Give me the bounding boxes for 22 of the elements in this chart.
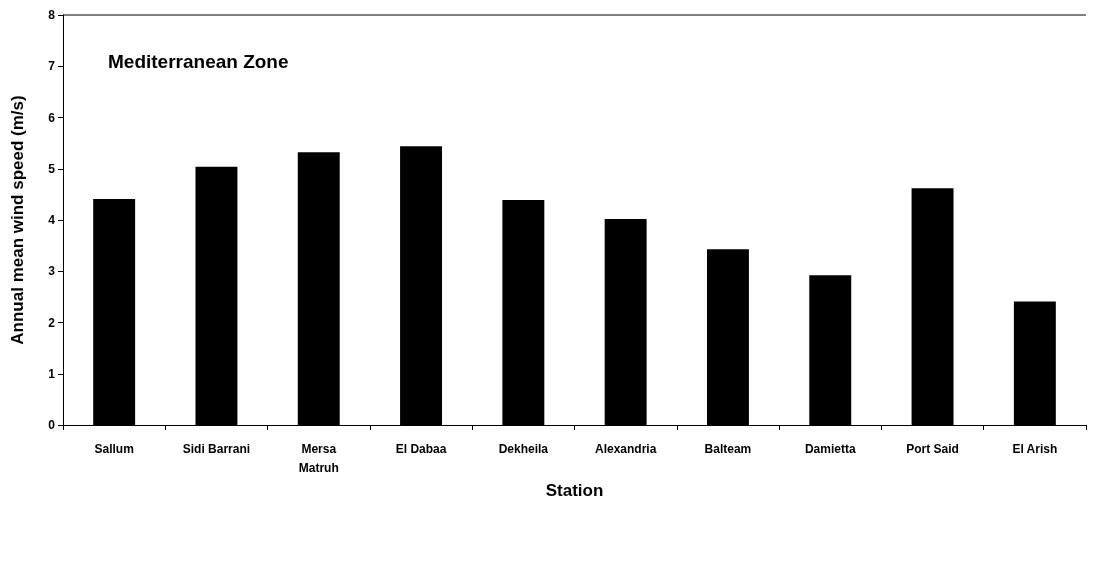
y-tick-label: 3 bbox=[48, 264, 56, 279]
x-axis-title: Station bbox=[545, 480, 604, 500]
y-tick-label: 0 bbox=[48, 418, 56, 432]
y-tick-label: 1 bbox=[48, 366, 56, 381]
y-tick-label: 4 bbox=[48, 213, 56, 227]
x-tick-label: El Dabaa bbox=[395, 441, 447, 456]
y-axis-title: Annual mean wind speed (m/s) bbox=[8, 95, 27, 345]
annotation: Mediterranean Zone bbox=[108, 51, 289, 72]
x-tick-label: Mersa Matruh bbox=[298, 441, 339, 475]
y-tick-label: 8 bbox=[48, 8, 56, 22]
x-tick-label: Sallum bbox=[94, 441, 134, 456]
x-tick-label: Port Said bbox=[906, 441, 959, 456]
x-tick-label: Alexandria bbox=[594, 441, 657, 456]
y-tick-label: 5 bbox=[48, 161, 56, 176]
y-tick-label: 2 bbox=[48, 315, 56, 330]
x-tick-label: Damietta bbox=[804, 441, 856, 456]
x-tick-label: El Arish bbox=[1012, 441, 1058, 456]
x-tick-label: Balteam bbox=[704, 441, 752, 456]
y-tick-label: 7 bbox=[48, 59, 56, 74]
x-tick-label: Sidi Barrani bbox=[182, 441, 251, 456]
x-tick-label: Dekheila bbox=[498, 441, 549, 456]
y-tick-label: 6 bbox=[48, 110, 56, 125]
